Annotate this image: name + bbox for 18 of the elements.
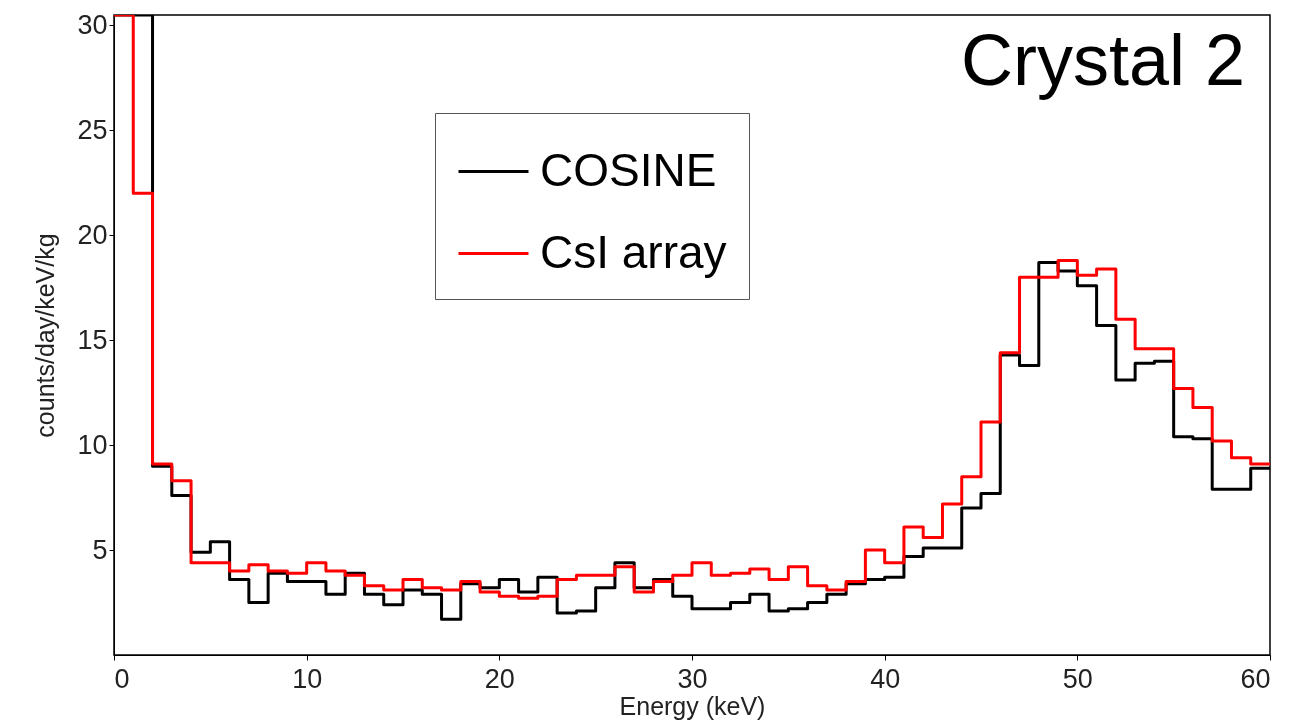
x-tick-label: 40 — [870, 663, 901, 694]
y-tick-label: 5 — [92, 534, 108, 565]
legend-label: CsI array — [540, 225, 727, 278]
x-tick-label: 30 — [677, 663, 708, 694]
y-tick-label: 15 — [77, 324, 108, 355]
y-axis-title: counts/day/keV/kg — [31, 233, 60, 438]
x-tick-label: 0 — [114, 663, 130, 694]
y-tick-label: 20 — [77, 219, 108, 250]
annotation: Crystal 2 — [960, 20, 1245, 100]
x-axis-title: Energy (keV) — [619, 691, 766, 720]
y-tick-label: 30 — [77, 9, 108, 40]
x-tick-label: 60 — [1240, 663, 1271, 694]
legend-label: COSINE — [540, 143, 717, 196]
x-tick-label: 10 — [292, 663, 323, 694]
y-tick-label: 25 — [77, 114, 108, 145]
x-tick-label: 50 — [1062, 663, 1093, 694]
x-tick-label: 20 — [484, 663, 515, 694]
y-tick-label: 10 — [77, 429, 108, 460]
